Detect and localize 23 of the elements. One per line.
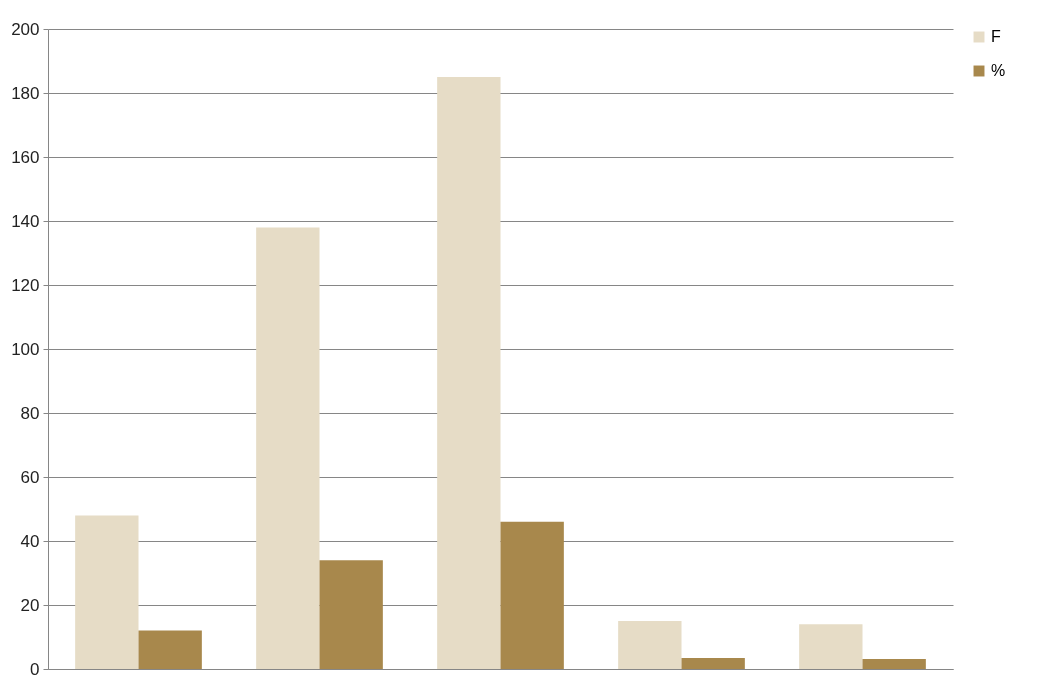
y-tick-label: 40	[20, 531, 40, 551]
y-tick-label: 60	[20, 467, 40, 487]
bar	[437, 77, 501, 669]
bar	[618, 621, 682, 669]
bar	[256, 227, 320, 669]
bar	[500, 521, 564, 669]
y-tick-label: 120	[11, 275, 40, 295]
y-tick-label: 160	[11, 147, 40, 167]
y-tick-label: 100	[11, 339, 40, 359]
bar	[862, 659, 926, 669]
legend-label: F	[991, 28, 1001, 45]
y-tick-label: 180	[11, 83, 40, 103]
bar	[75, 515, 139, 669]
y-tick-label: 140	[11, 211, 40, 231]
bar	[799, 624, 863, 669]
y-tick-label: 80	[20, 403, 40, 423]
y-tick-label: 200	[11, 19, 40, 39]
bar	[319, 560, 383, 669]
bar	[681, 658, 745, 669]
y-tick-label: 0	[30, 659, 40, 675]
y-tick-label: 20	[20, 595, 40, 615]
bar	[138, 630, 202, 669]
legend-label: %	[991, 62, 1006, 79]
